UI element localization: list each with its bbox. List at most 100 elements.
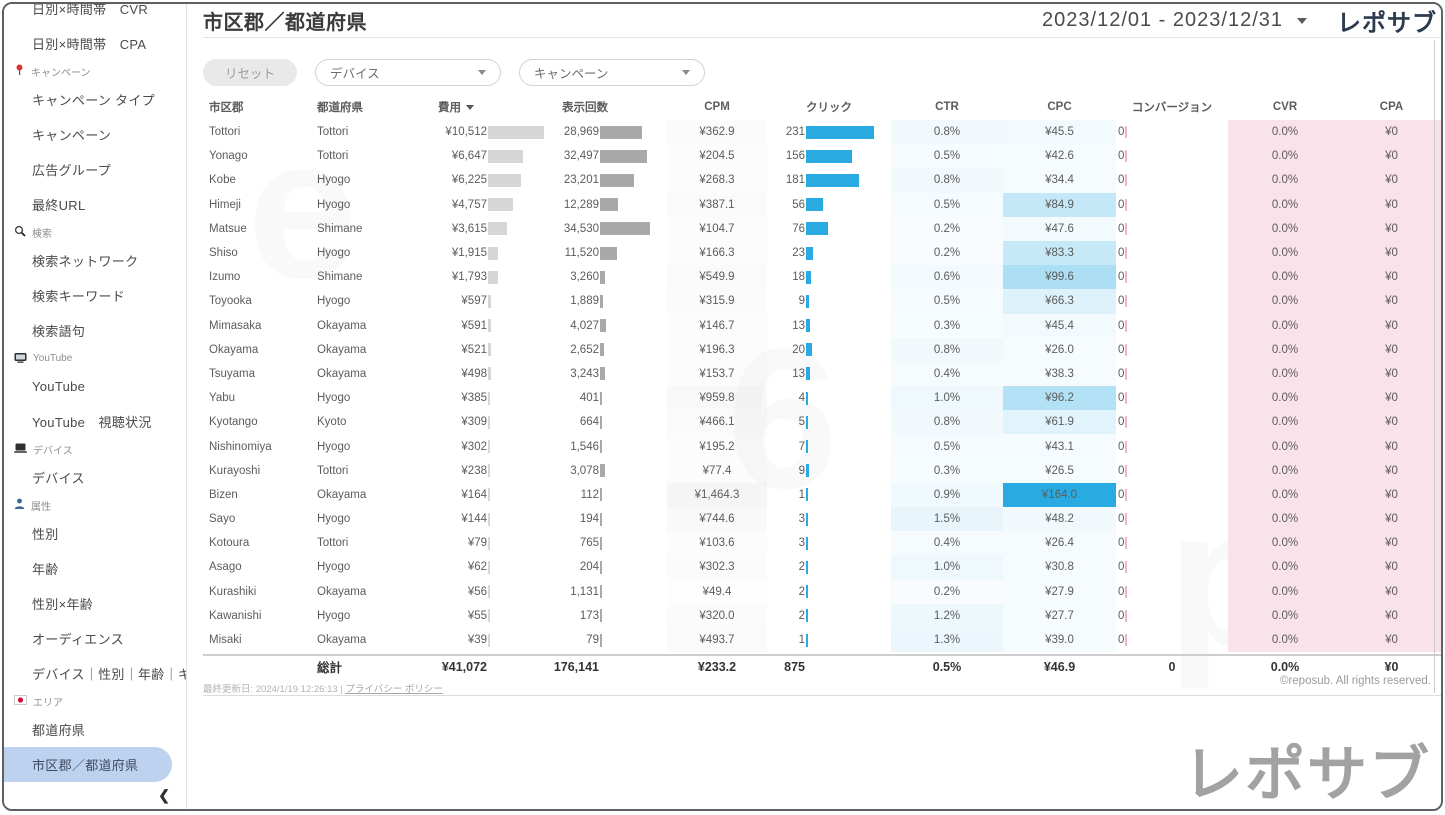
table-row[interactable]: Nishinomiya Hyogo ¥302 1,546 ¥195.2 7 0.5% ¥43.… — [203, 434, 1441, 459]
sidebar-item[interactable]: 性別×年齢 — [32, 597, 94, 612]
table-row[interactable]: Kawanishi Hyogo ¥55 173 ¥320.0 2 1.2% ¥27.7 0 0.0… — [203, 603, 1441, 628]
table-row[interactable]: Himeji Hyogo ¥4,757 12,289 ¥387.1 56 0.5% ¥84.9… — [203, 192, 1441, 217]
table-row[interactable]: Asago Hyogo ¥62 204 ¥302.3 2 1.0% ¥30.8 0 0.0% ¥0 — [203, 555, 1441, 580]
table-row[interactable]: Shiso Hyogo ¥1,915 11,520 ¥166.3 23 0.2% ¥83.3 0… — [203, 240, 1441, 266]
cvr-cell: 0.0% — [1228, 120, 1342, 145]
column-header[interactable]: CPA — [1379, 101, 1404, 113]
table-row[interactable]: Kotoura Tottori ¥79 765 ¥103.6 3 0.4% ¥26.4 0 0.0… — [203, 531, 1441, 556]
column-header[interactable]: クリック — [806, 102, 852, 114]
campaign-filter-dropdown[interactable]: キャンペーン — [519, 59, 706, 86]
cost-bar — [488, 633, 490, 647]
table-row[interactable]: Sayo Hyogo ¥144 194 ¥744.6 3 1.5% ¥48.2 0 0.0% ¥0 — [203, 507, 1441, 532]
brand-logo: レポサブ — [1337, 10, 1437, 37]
column-header[interactable]: 市区郡 — [209, 102, 244, 114]
sidebar-item[interactable]: 性別 — [32, 527, 59, 542]
table-row[interactable]: Okayama Okayama ¥521 2,652 ¥196.3 20 0.8% ¥26.0… — [203, 337, 1441, 362]
column-header[interactable]: CPM — [704, 101, 730, 113]
cpa-cell: ¥0 — [1342, 168, 1441, 193]
column-header[interactable]: CVR — [1272, 101, 1298, 113]
sidebar-collapse-button[interactable]: ❮ — [158, 787, 170, 803]
cpm-cell: ¥959.8 — [667, 386, 767, 411]
table-row[interactable]: Tsuyama Okayama ¥498 3,243 ¥153.7 13 0.4% ¥38.3… — [203, 361, 1441, 387]
sidebar-item[interactable]: 都道府県 — [32, 723, 86, 738]
sidebar-item[interactable]: 年齢 — [32, 562, 59, 577]
table-row[interactable]: Kobe Hyogo ¥6,225 23,201 ¥268.3 181 0.8% ¥34.4 0… — [203, 168, 1441, 193]
sidebar-item[interactable]: 日別×時間帯 CPA — [32, 37, 147, 52]
device-filter-label: デバイス — [330, 67, 380, 81]
reset-button[interactable]: リセット — [203, 59, 298, 86]
column-header[interactable]: CPC — [1047, 101, 1072, 113]
conversions-cell: 0 — [1116, 338, 1228, 362]
table-row[interactable]: Matsue Shimane ¥3,615 34,530 ¥104.7 76 0.2% ¥47… — [203, 216, 1441, 241]
cost-bar — [488, 198, 514, 212]
clicks-bar — [806, 246, 813, 260]
sidebar-item[interactable]: 検索キーワード — [32, 289, 126, 304]
sidebar-item[interactable]: 検索語句 — [32, 324, 86, 339]
table-row[interactable]: Kurashiki Okayama ¥56 1,131 ¥49.4 2 0.2% ¥27.9 0… — [203, 579, 1441, 604]
impressions-cell: 204 — [547, 555, 667, 579]
prefecture-cell: Okayama — [317, 634, 367, 647]
column-header[interactable]: 都道府県 — [317, 102, 363, 114]
cvr-cell: 0.0% — [1228, 192, 1342, 217]
prefecture-cell: Hyogo — [317, 561, 351, 574]
sidebar-item[interactable]: デバイス｜性別｜年齢｜キ... — [32, 667, 187, 682]
sidebar-item[interactable]: デバイス — [32, 471, 85, 486]
impressions-bar — [600, 488, 602, 502]
sidebar-item[interactable]: 広告グループ — [32, 163, 112, 178]
cpa-cell: ¥0 — [1342, 265, 1441, 290]
cpm-cell: ¥320.0 — [667, 604, 767, 628]
cost-cell: ¥597 — [415, 289, 547, 313]
table-row[interactable]: Toyooka Hyogo ¥597 1,889 ¥315.9 9 0.5% ¥66.3 0 0.… — [203, 289, 1441, 314]
sidebar-item[interactable]: 最終URL — [32, 198, 86, 213]
column-header[interactable]: CTR — [935, 101, 959, 113]
cvr-cell: 0.0% — [1228, 434, 1342, 459]
ctr-cell: 0.8% — [891, 410, 1003, 435]
sidebar-item[interactable]: YouTube — [32, 379, 86, 394]
sidebar-item[interactable]: 市区郡／都道府県 — [4, 747, 172, 782]
conversions-cell: 0 — [1116, 193, 1228, 217]
city-cell: Matsue — [209, 222, 247, 235]
sidebar-item[interactable]: 日別×時間帯 CVR — [32, 4, 149, 17]
impressions-cell: 32,497 — [547, 144, 667, 168]
table-row[interactable]: Yonago Tottori ¥6,647 32,497 ¥204.5 156 0.5% ¥4… — [203, 144, 1441, 169]
privacy-policy-link[interactable]: プライバシー ポリシー — [345, 684, 443, 695]
city-cell: Kawanishi — [209, 609, 262, 622]
column-header[interactable]: 表示回数 — [562, 102, 608, 114]
sidebar-item[interactable]: 検索ネットワーク — [32, 254, 139, 269]
cpc-cell: ¥34.4 — [1003, 168, 1116, 193]
report-right-edge — [1434, 40, 1435, 693]
conversion-bar — [1125, 367, 1128, 380]
clicks-cell: 231 — [767, 120, 891, 144]
table-footer: 最終更新日: 2024/1/19 12:26:13 | プライバシー ポリシー — [203, 681, 443, 695]
conversions-cell: 0 — [1116, 241, 1228, 265]
sidebar-item[interactable]: キャンペーン — [32, 128, 112, 143]
table-row[interactable]: Tottori Tottori ¥10,512 28,969 ¥362.9 231 0.8%… — [203, 120, 1441, 145]
sidebar-item[interactable]: YouTube 視聴状況 — [32, 415, 152, 430]
date-range-picker[interactable]: 2023/12/01 - 2023/12/31 — [1042, 9, 1307, 32]
footer-separator: | — [340, 684, 346, 695]
impressions-bar — [600, 319, 606, 333]
table-row[interactable]: Misaki Okayama ¥39 79 ¥493.7 1 1.3% ¥39.0 0 0.0% ¥… — [203, 627, 1441, 653]
conversions-cell: 0 — [1116, 289, 1228, 313]
column-header[interactable]: 費用 — [415, 94, 547, 120]
sidebar-item[interactable]: オーディエンス — [32, 632, 124, 647]
cvr-cell: 0.0% — [1228, 603, 1342, 628]
column-header[interactable]: コンバージョン — [1131, 102, 1213, 114]
chevron-down-icon — [478, 70, 487, 75]
conversion-bar — [1125, 174, 1128, 187]
clicks-cell: 156 — [767, 144, 891, 168]
cpc-cell: ¥30.8 — [1003, 555, 1116, 580]
sidebar-item[interactable]: キャンペーン タイプ — [32, 93, 155, 108]
device-filter-dropdown[interactable]: デバイス — [315, 59, 502, 86]
prefecture-cell: Tottori — [317, 150, 349, 163]
table-row[interactable]: Bizen Okayama ¥164 112 ¥1,464.3 1 0.9% ¥164.0 0 0… — [203, 482, 1441, 507]
table-row[interactable]: Kyotango Kyoto ¥309 664 ¥466.1 5 0.8% ¥61.9 0 0.0… — [203, 410, 1441, 435]
table-row[interactable]: Izumo Shimane ¥1,793 3,260 ¥549.9 18 0.6% ¥99.6… — [203, 265, 1441, 290]
clicks-cell: 13 — [767, 314, 891, 338]
table-row[interactable]: Kurayoshi Tottori ¥238 3,078 ¥77.4 9 0.3% ¥26.5… — [203, 458, 1441, 483]
sidebar-menu: 日別×時間帯 CVR 日別×時間帯 CPA キャンペーン キャンペーン タイプ キャンペ… — [4, 4, 186, 782]
clicks-cell: 23 — [767, 241, 891, 265]
table-row[interactable]: Yabu Hyogo ¥385 401 ¥959.8 4 1.0% ¥96.2 0 0.0% ¥0 — [203, 386, 1441, 411]
cpm-cell: ¥204.5 — [667, 144, 767, 168]
table-row[interactable]: Mimasaka Okayama ¥591 4,027 ¥146.7 13 0.3% ¥45.… — [203, 313, 1441, 338]
